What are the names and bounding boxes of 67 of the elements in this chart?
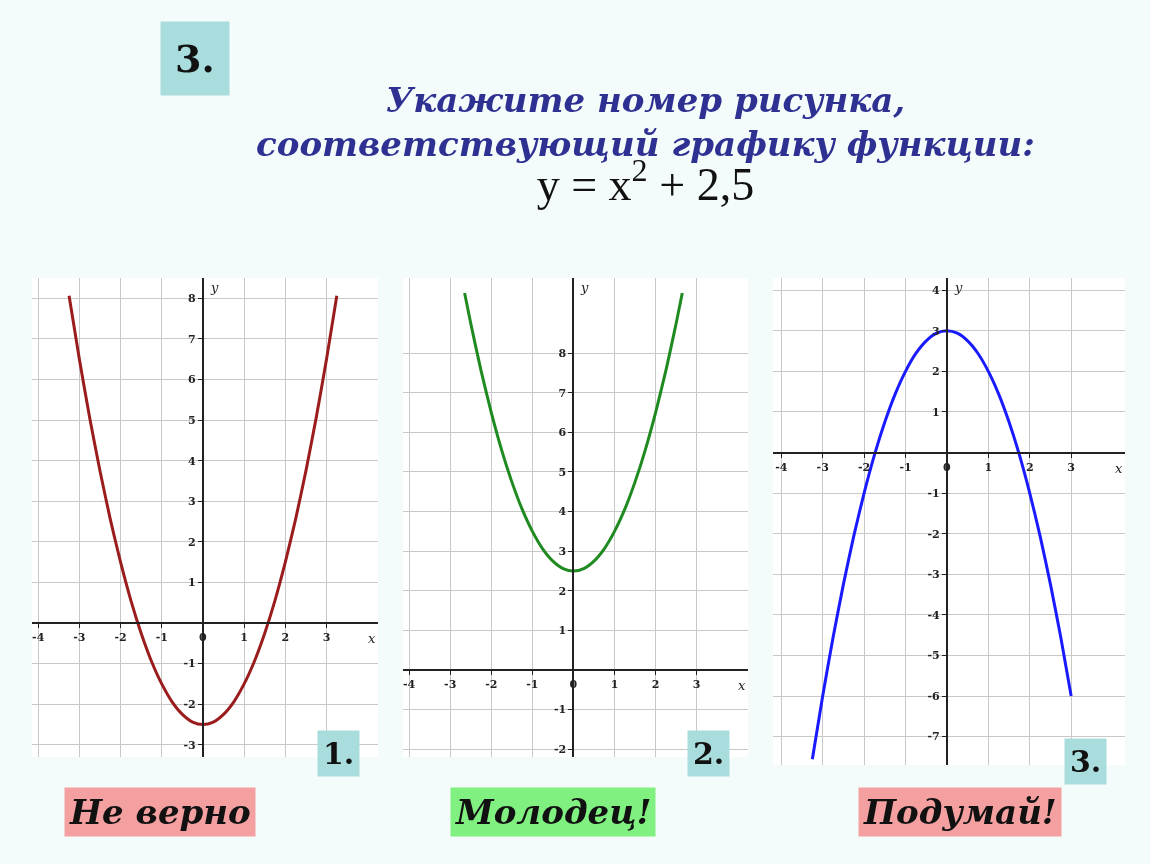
- y-tick-label: 3: [558, 545, 567, 558]
- y-axis-title: y: [580, 280, 589, 295]
- x-tick-label: -2: [485, 678, 498, 692]
- y-tick-label: -1: [554, 703, 567, 717]
- annotation: 2.: [693, 736, 725, 771]
- x-tick-label: 1: [610, 678, 619, 692]
- y-axis-title: y: [954, 280, 963, 295]
- y-tick-label: -2: [927, 527, 940, 541]
- x-tick-label: 2: [651, 678, 660, 692]
- text: Подумай!: [863, 792, 1057, 832]
- y-tick-label: 5: [188, 413, 196, 427]
- y-tick-label: 1: [932, 405, 940, 419]
- x-axis-title: x: [738, 678, 746, 693]
- y-tick-label: 2: [932, 365, 940, 379]
- x-tick-label: -3: [816, 460, 829, 474]
- x-tick-label: 1: [984, 460, 993, 474]
- annotation: 3.: [1070, 744, 1102, 779]
- y-tick-label: 5: [558, 465, 567, 479]
- y-tick-label: 3: [188, 495, 196, 509]
- y-tick-label: 2: [558, 584, 567, 598]
- x-tick-label: -1: [899, 460, 912, 474]
- line-series: [67, 294, 339, 727]
- y-tick-label: -2: [183, 698, 196, 712]
- x-axis-title: x: [368, 631, 376, 646]
- y-tick-label: -7: [927, 730, 940, 744]
- y-tick-label: 4: [932, 284, 941, 298]
- x-tick-label: -4: [775, 460, 788, 474]
- text: 3.: [175, 36, 215, 81]
- y-tick-label: 6: [188, 373, 197, 387]
- x-tick-label: -4: [403, 678, 416, 692]
- x-tick-label: 2: [1025, 460, 1034, 474]
- y-tick-label: 7: [558, 386, 567, 400]
- y-tick-label: 4: [558, 505, 567, 519]
- x-tick-label: 1: [240, 631, 248, 645]
- text: Не верно: [69, 792, 251, 832]
- x-tick-label: -4: [32, 631, 45, 645]
- x-tick-label: -2: [114, 631, 127, 645]
- x-tick-label: 3: [322, 631, 331, 645]
- y-tick-label: -4: [927, 608, 941, 622]
- x-tick-label: -3: [73, 631, 86, 645]
- y-tick-label: -3: [183, 738, 196, 752]
- text: Молодец!: [455, 792, 652, 832]
- y-tick-label: -3: [927, 568, 940, 582]
- x-tick-label: -3: [444, 678, 457, 692]
- y-tick-label: -1: [927, 486, 940, 500]
- x-tick-label: -2: [857, 460, 871, 474]
- x-axis-title: x: [1115, 461, 1123, 476]
- annotation: 1.: [323, 736, 355, 771]
- x-tick-label: 3: [692, 678, 701, 692]
- y-tick-label: 6: [558, 426, 567, 440]
- x-tick-label: 2: [281, 631, 290, 645]
- line-series: [810, 329, 1073, 761]
- x-tick-label: 3: [1067, 460, 1075, 474]
- y-tick-label: 1: [188, 576, 196, 590]
- x-tick-label: -1: [155, 631, 168, 645]
- y-tick-label: 4: [188, 454, 197, 468]
- y-tick-label: -5: [927, 649, 940, 663]
- y-tick-label: -2: [554, 742, 567, 756]
- text: Укажите номер рисунка, соответствующий графику функции: y = x$^{2}$ + 2,5: [256, 80, 1035, 211]
- y-tick-label: 8: [188, 292, 197, 306]
- y-axis-title: y: [210, 280, 219, 295]
- y-tick-label: 2: [188, 535, 196, 549]
- y-tick-label: -6: [927, 689, 941, 703]
- x-tick-label: -1: [526, 678, 539, 692]
- y-tick-label: 8: [558, 347, 567, 361]
- y-tick-label: -1: [183, 657, 196, 671]
- y-tick-label: 7: [188, 332, 196, 346]
